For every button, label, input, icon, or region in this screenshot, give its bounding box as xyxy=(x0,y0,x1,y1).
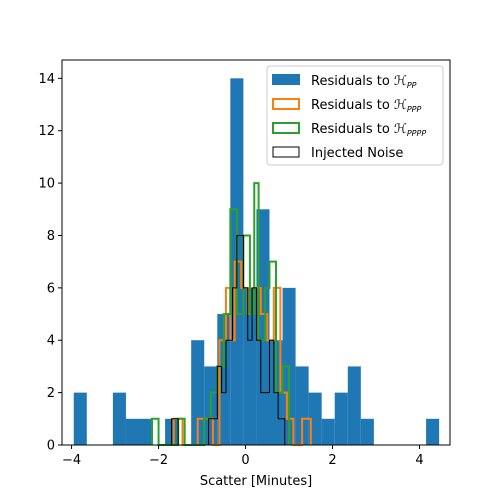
y-tick-label: 6 xyxy=(47,281,55,296)
y-tick-label: 14 xyxy=(38,72,55,87)
histogram-bar xyxy=(348,366,361,445)
x-tick-label: −4 xyxy=(62,453,81,468)
y-tick-label: 10 xyxy=(38,177,55,192)
histogram-bar xyxy=(426,419,439,445)
legend-label: Injected Noise xyxy=(311,146,403,161)
x-tick-label: 2 xyxy=(328,453,336,468)
histogram-bar xyxy=(126,419,152,445)
x-tick-label: −2 xyxy=(149,453,168,468)
histogram-bar xyxy=(74,393,87,445)
legend-label: Residuals to ℋPP xyxy=(311,74,417,90)
y-tick-label: 2 xyxy=(47,386,55,401)
y-tick-label: 4 xyxy=(47,334,55,349)
histogram-bar xyxy=(322,419,335,445)
y-tick-label: 0 xyxy=(47,439,55,454)
x-axis-title: Scatter [Minutes] xyxy=(200,474,312,489)
legend-swatch xyxy=(272,74,300,85)
x-axis-ticks: −4 −2 0 2 4 xyxy=(62,445,424,468)
x-tick-label: 4 xyxy=(415,453,423,468)
x-tick-label: 0 xyxy=(241,453,249,468)
legend-label: Residuals to ℋPPP xyxy=(311,98,422,114)
histogram-bar xyxy=(113,393,126,445)
histogram-bar xyxy=(361,419,374,445)
y-axis-ticks: 0 2 4 6 8 10 12 14 xyxy=(38,72,62,454)
y-tick-label: 8 xyxy=(47,229,55,244)
y-tick-label: 12 xyxy=(38,124,55,139)
histogram-bar xyxy=(335,393,348,445)
